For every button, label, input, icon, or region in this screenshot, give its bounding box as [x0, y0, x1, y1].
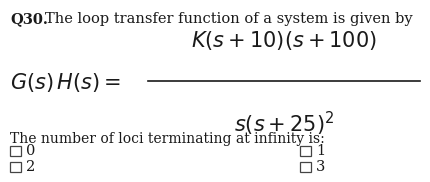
Text: Q30.: Q30.	[10, 12, 48, 26]
Text: The loop transfer function of a system is given by: The loop transfer function of a system i…	[45, 12, 412, 26]
Text: 1: 1	[315, 144, 324, 158]
Bar	[299, 146, 310, 156]
Text: The number of loci terminating at infinity is:: The number of loci terminating at infini…	[10, 132, 324, 146]
Text: $G(s)\,H(s) =$: $G(s)\,H(s) =$	[10, 70, 121, 94]
Text: 0: 0	[26, 144, 35, 158]
Text: $s(s+25)^{2}$: $s(s+25)^{2}$	[233, 110, 333, 138]
Text: 3: 3	[315, 160, 325, 174]
Bar	[10, 146, 21, 156]
Text: 2: 2	[26, 160, 35, 174]
Bar	[10, 162, 21, 172]
Text: $K(s+10)(s+100)$: $K(s+10)(s+100)$	[190, 29, 376, 52]
Bar	[299, 162, 310, 172]
